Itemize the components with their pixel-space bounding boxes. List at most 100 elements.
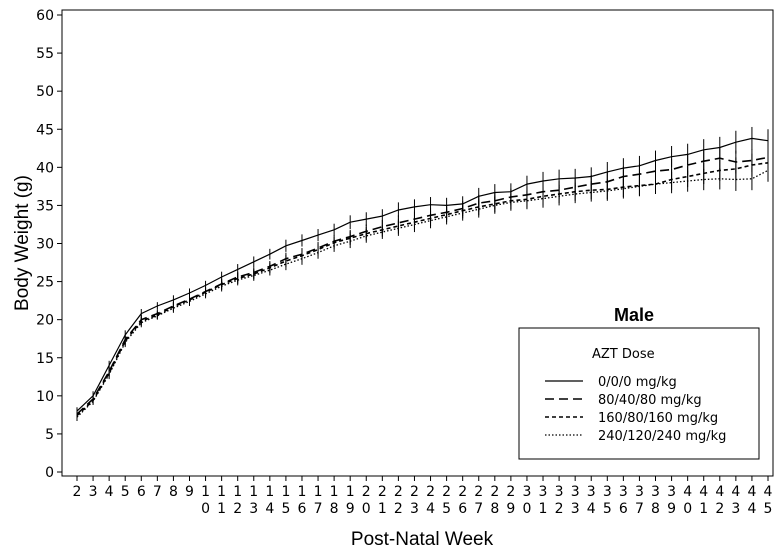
legend-entry-label: 240/120/240 mg/kg: [598, 429, 726, 444]
x-tick-label: 1: [330, 484, 339, 500]
x-tick-label: 4: [747, 501, 756, 517]
series-4: [76, 158, 769, 421]
x-tick-label: 3: [603, 484, 612, 500]
x-tick-label: 0: [522, 501, 531, 517]
x-tick-label: 4: [715, 484, 724, 500]
x-tick-label: 4: [747, 484, 756, 500]
y-tick-label: 40: [36, 160, 54, 176]
x-tick-label: 9: [506, 501, 515, 517]
x-tick-label: 2: [506, 484, 515, 500]
x-tick-label: 1: [539, 501, 548, 517]
legend-box: [518, 327, 760, 460]
y-tick-label: 55: [36, 46, 54, 62]
x-tick-label: 2: [458, 484, 467, 500]
x-tick-label: 5: [603, 501, 612, 517]
x-tick-label: 4: [426, 501, 435, 517]
x-tick-label: 3: [667, 484, 676, 500]
x-tick-label: 6: [619, 501, 628, 517]
series-line: [76, 137, 769, 412]
y-tick-label: 30: [36, 237, 54, 253]
x-tick-label: 7: [635, 501, 644, 517]
y-axis-title: Body Weight (g): [12, 175, 33, 311]
y-tick-label: 45: [36, 122, 54, 138]
x-tick-label: 2: [555, 501, 564, 517]
x-tick-label: 2: [394, 501, 403, 517]
series-line: [76, 169, 769, 418]
x-tick-label: 4: [265, 501, 274, 517]
x-tick-label: 1: [314, 484, 323, 500]
x-tick-label: 2: [362, 484, 371, 500]
x-tick-label: 3: [522, 484, 531, 500]
x-tick-label: 5: [281, 501, 290, 517]
y-tick-label: 5: [45, 427, 54, 443]
y-tick-label: 15: [36, 351, 54, 367]
x-tick-label: 1: [217, 484, 226, 500]
x-tick-label: 6: [298, 501, 307, 517]
x-tick-label: 2: [490, 484, 499, 500]
x-tick-label: 5: [121, 484, 130, 500]
x-tick-label: 2: [410, 484, 419, 500]
x-tick-label: 1: [346, 484, 355, 500]
x-tick-label: 8: [169, 484, 178, 500]
x-tick-label: 4: [105, 484, 114, 500]
y-tick-label: 0: [45, 465, 54, 481]
x-tick-label: 3: [571, 484, 580, 500]
x-tick-label: 3: [539, 484, 548, 500]
x-tick-label: 1: [281, 484, 290, 500]
x-tick-label: 5: [764, 501, 773, 517]
x-tick-label: 1: [378, 501, 387, 517]
x-tick-label: 3: [249, 501, 258, 517]
x-tick-label: 3: [587, 484, 596, 500]
x-tick-label: 3: [619, 484, 628, 500]
x-tick-label: 2: [233, 501, 242, 517]
legend-entry-label: 80/40/80 mg/kg: [598, 393, 702, 408]
x-tick-label: 2: [426, 484, 435, 500]
x-tick-label: 8: [651, 501, 660, 517]
x-tick-label: 4: [683, 484, 692, 500]
x-tick-label: 9: [667, 501, 676, 517]
y-tick-label: 60: [36, 8, 54, 24]
x-tick-label: 1: [298, 484, 307, 500]
y-tick-label: 25: [36, 275, 54, 291]
x-tick-label: 1: [699, 501, 708, 517]
x-tick-label: 3: [571, 501, 580, 517]
x-tick-label: 2: [394, 484, 403, 500]
legend-entry-label: 0/0/0 mg/kg: [598, 375, 677, 390]
y-tick-label: 50: [36, 84, 54, 100]
x-tick-label: 4: [699, 484, 708, 500]
x-tick-label: 6: [458, 501, 467, 517]
x-tick-label: 3: [651, 484, 660, 500]
x-tick-label: 2: [715, 501, 724, 517]
x-tick-label: 4: [731, 484, 740, 500]
x-tick-label: 1: [201, 484, 210, 500]
x-tick-label: 0: [201, 501, 210, 517]
x-tick-label: 3: [555, 484, 564, 500]
y-tick-label: 20: [36, 313, 54, 329]
legend: Male AZT Dose 0/0/0 mg/kg 80/40/80 mg/kg 1…: [518, 305, 760, 460]
legend-heading: Male: [614, 305, 654, 325]
y-tick-label: 35: [36, 198, 54, 214]
x-tick-label: 9: [346, 501, 355, 517]
x-tick-label: 4: [587, 501, 596, 517]
x-tick-label: 2: [378, 484, 387, 500]
x-tick-label: 3: [731, 501, 740, 517]
x-tick-label: 7: [314, 501, 323, 517]
y-tick-label: 10: [36, 389, 54, 405]
x-tick-label: 1: [217, 501, 226, 517]
series-line: [76, 162, 769, 417]
x-tick-label: 1: [265, 484, 274, 500]
x-tick-label: 8: [490, 501, 499, 517]
x-tick-label: 3: [635, 484, 644, 500]
x-tick-label: 6: [137, 484, 146, 500]
x-tick-label: 7: [153, 484, 162, 500]
x-tick-label: 0: [362, 501, 371, 517]
x-axis-title: Post-Natal Week: [351, 529, 494, 550]
x-tick-label: 4: [764, 484, 773, 500]
x-tick-label: 3: [410, 501, 419, 517]
x-tick-label: 9: [185, 484, 194, 500]
x-tick-label: 2: [474, 484, 483, 500]
legend-title: AZT Dose: [592, 347, 655, 362]
